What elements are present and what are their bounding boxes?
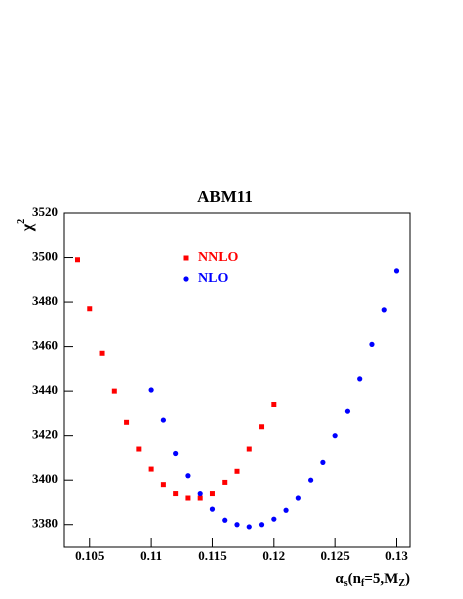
marker bbox=[283, 507, 289, 513]
marker bbox=[259, 424, 265, 430]
marker bbox=[99, 350, 105, 356]
marker bbox=[197, 495, 203, 501]
marker bbox=[160, 482, 166, 488]
marker bbox=[209, 491, 215, 497]
y-tick-label: 3460 bbox=[32, 338, 58, 353]
x-axis-label-part: (n bbox=[348, 571, 362, 587]
marker bbox=[111, 388, 117, 394]
marker bbox=[357, 376, 363, 382]
marker bbox=[246, 446, 252, 452]
y-tick-label: 3480 bbox=[32, 293, 58, 308]
marker bbox=[197, 490, 203, 497]
y-axis-label-part: χ bbox=[19, 223, 36, 232]
legend-label: NNLO bbox=[198, 250, 239, 265]
marker bbox=[344, 408, 351, 414]
x-tick-label: 0.115 bbox=[198, 548, 227, 563]
marker bbox=[185, 473, 191, 479]
marker bbox=[209, 506, 216, 512]
marker bbox=[320, 459, 326, 465]
marker bbox=[87, 306, 93, 312]
chart-title: ABM11 bbox=[197, 187, 253, 206]
marker bbox=[222, 517, 228, 523]
x-tick-label: 0.11 bbox=[140, 548, 162, 563]
x-tick-label: 0.105 bbox=[75, 548, 105, 563]
x-tick-label: 0.125 bbox=[321, 548, 351, 563]
marker bbox=[173, 450, 179, 457]
marker bbox=[173, 491, 179, 497]
marker bbox=[148, 466, 154, 472]
marker bbox=[222, 479, 228, 485]
y-tick-label: 3500 bbox=[32, 249, 58, 264]
x-axis-label-part: α bbox=[335, 571, 344, 587]
marker bbox=[185, 495, 191, 501]
x-axis-label-part: f bbox=[361, 578, 365, 589]
legend-marker bbox=[183, 255, 189, 261]
y-axis-label: χ2 bbox=[16, 219, 35, 232]
x-tick-label: 0.13 bbox=[385, 548, 408, 563]
marker bbox=[381, 307, 387, 313]
y-axis-label-part: 2 bbox=[16, 219, 27, 224]
marker bbox=[295, 495, 301, 501]
marker bbox=[308, 477, 314, 483]
marker bbox=[271, 401, 277, 407]
marker bbox=[160, 417, 166, 423]
marker bbox=[393, 268, 400, 274]
legend-label: NLO bbox=[198, 271, 228, 286]
y-tick-label: 3400 bbox=[32, 471, 58, 486]
y-tick-label: 3420 bbox=[32, 427, 58, 442]
y-tick-label: 3380 bbox=[32, 516, 58, 531]
marker bbox=[246, 524, 252, 530]
marker bbox=[136, 446, 142, 452]
x-axis-label: αs(nf=5,MZ) bbox=[335, 571, 410, 589]
legend-marker bbox=[183, 276, 189, 282]
marker bbox=[234, 522, 240, 528]
marker bbox=[148, 387, 154, 393]
x-axis-label-part: s bbox=[344, 578, 348, 589]
marker bbox=[271, 516, 277, 522]
marker bbox=[234, 468, 240, 474]
x-tick-label: 0.12 bbox=[262, 548, 285, 563]
marker bbox=[124, 419, 130, 425]
marker bbox=[74, 257, 80, 263]
y-tick-label: 3440 bbox=[32, 382, 58, 397]
x-axis-label-part: Z bbox=[398, 578, 405, 589]
marker bbox=[332, 433, 338, 439]
plot-frame bbox=[63, 212, 411, 548]
marker bbox=[369, 341, 375, 347]
x-axis-label-part: ) bbox=[405, 571, 410, 587]
marker bbox=[258, 522, 265, 528]
y-tick-label: 3520 bbox=[32, 204, 58, 219]
x-axis-label-part: =5,M bbox=[364, 571, 398, 587]
